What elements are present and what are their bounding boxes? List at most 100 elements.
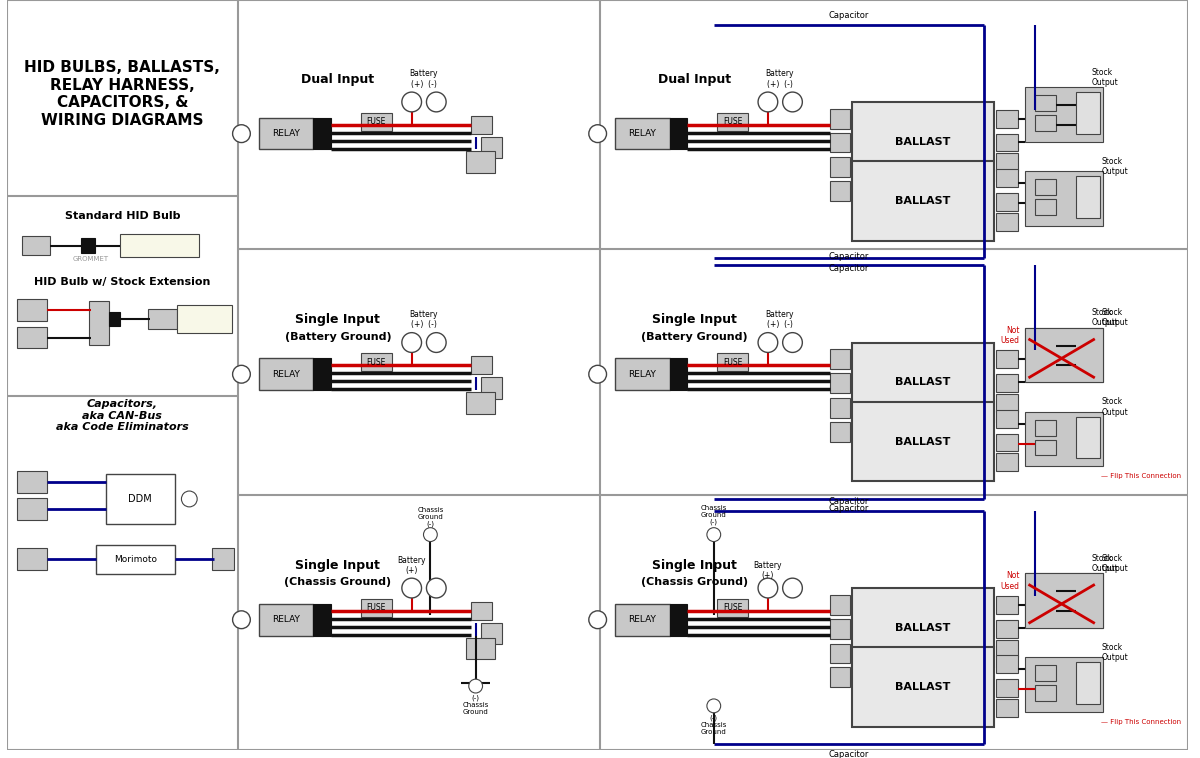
Bar [466,637,496,659]
Text: RELAY: RELAY [271,615,300,625]
Text: Dual Input: Dual Input [301,73,374,86]
Text: FUSE: FUSE [366,603,386,612]
Bar [259,359,313,390]
Text: BALLAST: BALLAST [895,377,950,387]
Bar [830,181,850,201]
Text: Single Input: Single Input [295,559,380,572]
Bar [830,373,850,393]
Text: — Flip This Connection: — Flip This Connection [1102,719,1182,725]
Bar [1034,179,1056,195]
Bar [259,117,313,149]
Bar [996,133,1018,152]
Bar [480,623,503,644]
Bar [1034,666,1056,681]
Bar [830,398,850,418]
Circle shape [782,578,803,598]
Bar [1025,327,1104,382]
Bar [1025,412,1104,466]
Bar [480,377,503,399]
Bar [1034,420,1056,436]
Text: (Battery Ground): (Battery Ground) [284,331,391,342]
Bar [1034,95,1056,111]
Text: RELAY: RELAY [271,370,300,379]
Text: FUSE: FUSE [366,117,386,127]
Bar [670,117,688,149]
Circle shape [426,333,446,352]
Bar [82,237,95,253]
Bar [830,644,850,663]
Bar [852,102,995,181]
Bar [17,549,47,570]
Text: Capacitor: Capacitor [828,750,869,758]
Bar [616,604,670,635]
Text: Battery
(+): Battery (+) [397,556,426,575]
Bar [996,699,1018,717]
Text: (-)
Chassis
Ground: (-) Chassis Ground [701,715,727,735]
Bar [1034,601,1056,617]
Text: Stock
Output: Stock Output [1092,553,1118,573]
Bar [96,544,174,575]
Text: FUSE: FUSE [722,117,742,127]
Bar [120,233,199,258]
Bar [830,619,850,638]
Bar [996,596,1018,614]
Circle shape [469,679,482,693]
Bar [996,213,1018,230]
Bar [22,236,49,255]
Bar [148,309,178,329]
Bar [1025,87,1104,142]
Text: Not
Used: Not Used [1001,326,1020,346]
Bar [259,604,313,635]
Bar [830,133,850,152]
Text: BALLAST: BALLAST [895,136,950,146]
Bar [1076,176,1100,218]
Text: Morimoto: Morimoto [114,555,157,564]
Text: HID BULBS, BALLASTS,
RELAY HARNESS,
CAPACITORS, &
WIRING DIAGRAMS: HID BULBS, BALLASTS, RELAY HARNESS, CAPA… [24,61,221,127]
Text: Stock
Output: Stock Output [1102,643,1128,662]
Circle shape [782,333,803,352]
Bar [996,679,1018,697]
Bar [716,113,749,130]
Circle shape [782,92,803,112]
Bar [996,656,1018,673]
Text: BALLAST: BALLAST [895,196,950,206]
Bar [1034,685,1056,701]
Bar [1034,199,1056,215]
Text: Single Input: Single Input [652,559,737,572]
Bar [360,113,392,130]
Bar [996,193,1018,211]
Text: HID Bulb w/ Stock Extension: HID Bulb w/ Stock Extension [35,277,210,287]
Bar [830,421,850,442]
Text: Not
Used: Not Used [1001,572,1020,590]
Bar [852,647,995,727]
Circle shape [233,611,251,628]
Bar [1025,327,1104,382]
Text: (Chassis Ground): (Chassis Ground) [284,577,391,587]
Text: Battery
(+)  (-): Battery (+) (-) [766,310,794,330]
Bar [1076,578,1100,620]
Text: (Chassis Ground): (Chassis Ground) [641,577,748,587]
Bar [17,299,47,321]
Bar [830,595,850,615]
Bar [17,327,47,349]
Bar [1025,171,1104,226]
Text: (Battery Ground): (Battery Ground) [641,331,748,342]
Bar [1076,92,1100,133]
Circle shape [589,365,606,383]
Bar [17,471,47,493]
Text: Battery
(+): Battery (+) [754,560,782,580]
Text: — Flip This Connection: — Flip This Connection [1102,473,1182,479]
Bar [996,110,1018,127]
Text: FUSE: FUSE [722,603,742,612]
Text: Standard HID Bulb: Standard HID Bulb [65,211,180,221]
Text: Capacitor: Capacitor [828,11,869,20]
Bar [466,392,496,414]
Bar [1034,336,1056,352]
Bar [313,359,331,390]
Bar [360,353,392,371]
Text: FUSE: FUSE [722,358,742,367]
Bar [480,136,503,158]
Bar [996,410,1018,428]
Bar [616,359,670,390]
Bar [996,453,1018,471]
